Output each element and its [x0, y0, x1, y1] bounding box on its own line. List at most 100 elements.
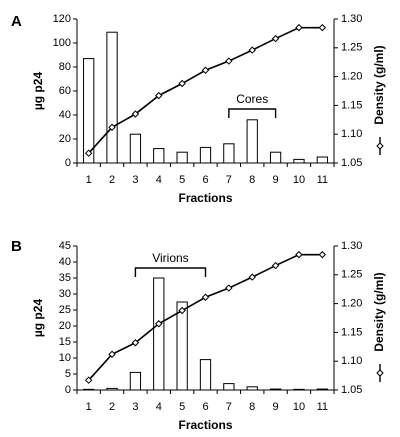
y-tick-label-left: 40 — [59, 109, 71, 121]
bar-p24 — [106, 31, 118, 164]
x-tick-label: 4 — [156, 174, 162, 186]
y-tick-label-left: 30 — [59, 288, 71, 300]
y-axis-title-right: Density (g/ml) — [372, 45, 386, 124]
density-marker — [108, 123, 116, 131]
y-tick-label-left: 80 — [59, 61, 71, 73]
y-tick-label-left: 0 — [65, 157, 71, 169]
y-tick-label-left: 20 — [59, 133, 71, 145]
bar-p24 — [246, 386, 258, 391]
bracket-label: Cores — [236, 92, 268, 106]
density-marker — [84, 149, 93, 157]
x-tick-label: 3 — [132, 401, 138, 413]
y-tick-label-right: 1.20 — [341, 298, 362, 310]
y-tick-label-right: 1.05 — [341, 157, 362, 169]
bar-p24 — [106, 387, 118, 391]
y-tick-label-right: 1.10 — [341, 355, 362, 367]
y-tick-label-left: 10 — [59, 352, 71, 364]
x-tick-label: 10 — [293, 401, 305, 413]
x-tick-label: 2 — [109, 174, 115, 186]
y-tick-label-left: 100 — [53, 37, 71, 49]
bracket-line — [228, 108, 277, 118]
bar-p24 — [223, 383, 235, 391]
y-tick-label-right: 1.15 — [341, 99, 362, 111]
legend-marker — [376, 142, 384, 150]
bar-p24 — [129, 133, 142, 164]
legend-marker — [376, 369, 384, 377]
bar-p24 — [199, 359, 212, 391]
x-tick-label: 1 — [86, 401, 92, 413]
density-marker — [318, 250, 327, 259]
bar-p24 — [153, 148, 165, 164]
density-marker — [131, 110, 140, 118]
x-tick-label: 5 — [179, 174, 185, 186]
x-tick-label: 6 — [202, 174, 208, 186]
y-tick-label-right: 1.05 — [341, 384, 362, 396]
x-tick-label: 4 — [156, 401, 162, 413]
density-marker — [271, 34, 280, 43]
y-tick-label-right: 1.10 — [341, 128, 362, 140]
bar-p24 — [83, 388, 95, 391]
bar-p24 — [246, 119, 258, 164]
panel-label: B — [11, 238, 22, 255]
bar-p24 — [293, 158, 305, 164]
x-tick-label: 6 — [202, 401, 208, 413]
bar-p24 — [176, 301, 188, 391]
bar-p24 — [153, 277, 165, 391]
bracket-label: Virions — [152, 251, 188, 265]
x-tick-label: 7 — [226, 401, 232, 413]
x-tick-label: 10 — [293, 174, 305, 186]
bracket-line — [134, 267, 207, 277]
y-tick-label-right: 1.25 — [341, 269, 362, 281]
x-tick-label: 7 — [226, 174, 232, 186]
y-tick-label-right: 1.20 — [341, 71, 362, 83]
density-marker — [248, 273, 256, 281]
x-tick-label: 8 — [249, 401, 255, 413]
density-marker — [271, 261, 280, 270]
y-axis-title-left: µg p24 — [31, 299, 45, 338]
bar-p24 — [83, 58, 95, 164]
density-marker — [295, 23, 303, 32]
bar-p24 — [269, 388, 282, 391]
density-marker — [155, 320, 163, 328]
panel-b: B0510152025303540451.051.101.151.201.251… — [11, 238, 386, 432]
x-tick-label: 5 — [179, 401, 185, 413]
bar-p24 — [293, 388, 305, 391]
bar-p24 — [199, 146, 212, 164]
density-line — [88, 26, 323, 154]
density-marker — [295, 250, 303, 259]
density-marker — [178, 79, 186, 88]
density-marker — [178, 306, 186, 315]
y-tick-label-left: 0 — [65, 384, 71, 396]
y-tick-label-left: 45 — [59, 240, 71, 252]
x-tick-label: 1 — [86, 174, 92, 186]
density-marker — [84, 376, 93, 384]
x-tick-label: 8 — [249, 174, 255, 186]
x-tick-label: 9 — [273, 174, 279, 186]
y-tick-label-right: 1.15 — [341, 326, 362, 338]
bar-p24 — [269, 151, 282, 164]
y-tick-label-left: 35 — [59, 272, 71, 284]
x-axis-title: Fractions — [178, 191, 232, 205]
density-marker — [108, 350, 116, 358]
density-marker — [155, 91, 163, 100]
x-tick-label: 11 — [317, 174, 328, 186]
density-marker — [225, 284, 233, 292]
bar-p24 — [129, 371, 142, 391]
y-tick-label-left: 60 — [59, 85, 71, 97]
bar-p24 — [316, 388, 328, 391]
x-tick-label: 11 — [317, 401, 328, 413]
y-tick-label-left: 40 — [59, 256, 71, 268]
y-tick-label-right: 1.25 — [341, 42, 362, 54]
y-tick-label-right: 1.30 — [341, 240, 362, 252]
y-tick-label-left: 20 — [59, 320, 71, 332]
density-marker — [318, 23, 327, 32]
y-tick-label-left: 5 — [65, 368, 71, 380]
density-marker — [225, 57, 233, 65]
x-tick-label: 2 — [109, 401, 115, 413]
x-tick-label: 9 — [273, 401, 279, 413]
y-axis-title-right: Density (g/ml) — [372, 272, 386, 351]
density-marker — [131, 339, 140, 347]
y-tick-label-left: 15 — [59, 336, 71, 348]
y-tick-label-left: 25 — [59, 304, 71, 316]
